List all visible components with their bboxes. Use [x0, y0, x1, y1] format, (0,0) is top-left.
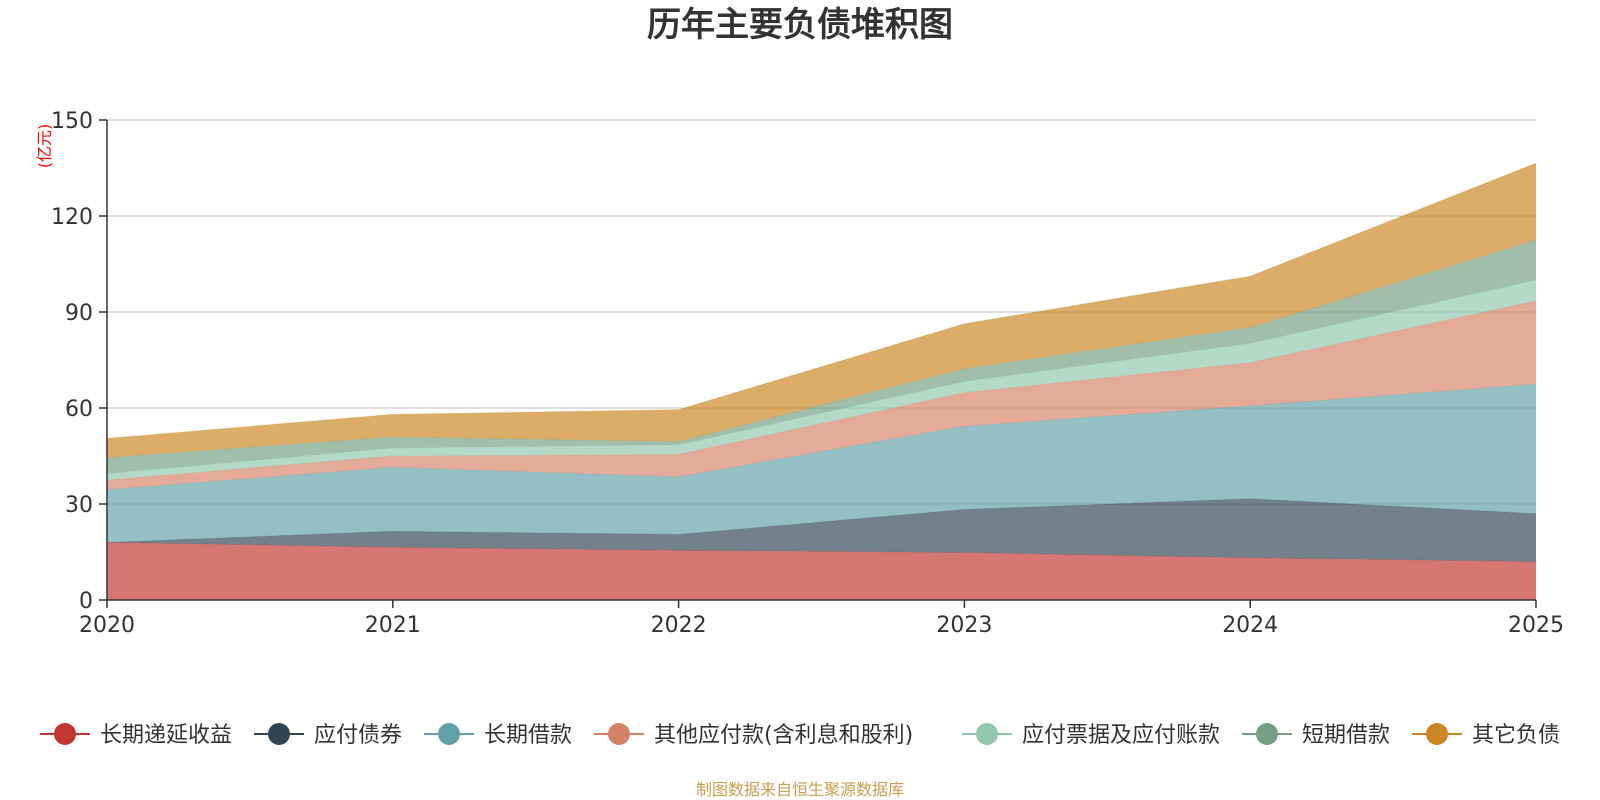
legend-marker-icon [1256, 723, 1278, 745]
legend-label: 长期借款 [484, 723, 572, 748]
legend-label: 短期借款 [1302, 723, 1390, 748]
area-series-5 [107, 240, 1536, 474]
legend-marker-icon [976, 723, 998, 745]
x-tick-label: 2020 [79, 613, 135, 638]
y-axis-unit-label: (亿元) [35, 124, 54, 169]
legend-label: 其它负债 [1472, 723, 1560, 748]
legend-item-5[interactable]: 短期借款 [1242, 723, 1390, 748]
legend-item-6[interactable]: 其它负债 [1412, 723, 1560, 748]
chart-title: 历年主要负债堆积图 [647, 5, 953, 45]
legend-label: 其他应付款(含利息和股利) [654, 723, 913, 748]
legend-label: 应付债券 [314, 723, 402, 748]
legend-marker-icon [268, 723, 290, 745]
legend-item-4[interactable]: 应付票据及应付账款 [962, 723, 1220, 748]
data-source-label: 制图数据来自恒生聚源数据库 [696, 780, 904, 799]
area-series-3 [107, 300, 1536, 490]
area-series-2 [107, 384, 1536, 543]
legend-label: 应付票据及应付账款 [1022, 723, 1220, 748]
area-series-6 [107, 163, 1536, 458]
legend[interactable]: 长期递延收益 应付债券 长期借款 其他应付款(含利息和股利) 应付票据及应付账款 短期借款… [40, 723, 1560, 748]
area-series-group [106, 162, 1537, 600]
legend-item-3[interactable]: 其他应付款(含利息和股利) [594, 723, 913, 748]
x-tick-label: 2023 [936, 613, 992, 638]
x-tick-label: 2022 [651, 613, 707, 638]
legend-item-2[interactable]: 长期借款 [424, 723, 572, 748]
legend-marker-icon [1426, 723, 1448, 745]
x-tick-label: 2024 [1222, 613, 1278, 638]
x-tick-label: 2021 [365, 613, 421, 638]
y-tick-label: 60 [65, 397, 93, 422]
y-tick-label: 90 [65, 301, 93, 326]
area-series-1 [107, 498, 1536, 562]
legend-marker-icon [608, 723, 630, 745]
legend-item-1[interactable]: 应付债券 [254, 723, 402, 748]
legend-marker-icon [54, 723, 76, 745]
area-series-edge-6 [106, 162, 1537, 439]
x-tick-label: 2025 [1508, 613, 1564, 638]
legend-label: 长期递延收益 [100, 723, 232, 748]
y-tick-label: 120 [51, 205, 93, 230]
legend-marker-icon [438, 723, 460, 745]
y-tick-label: 0 [79, 589, 93, 614]
y-tick-label: 30 [65, 493, 93, 518]
area-series-0 [107, 542, 1536, 600]
axes: 0 30 60 90 120 150 2020 2021 2022 2023 2024 2025 [51, 109, 1564, 638]
legend-item-0[interactable]: 长期递延收益 [40, 723, 232, 748]
y-tick-label: 150 [51, 109, 93, 134]
